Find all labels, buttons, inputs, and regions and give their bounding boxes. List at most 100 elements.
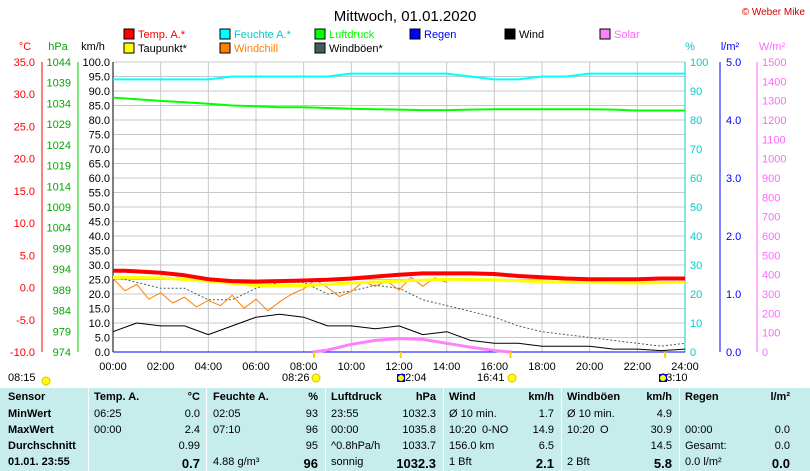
humidity-tick: 0 bbox=[690, 347, 696, 359]
x-tick-label: 16:00 bbox=[481, 361, 509, 373]
legend-swatch bbox=[409, 28, 421, 40]
wind-tick: 50.0 bbox=[89, 202, 110, 214]
header-pressure: Luftdruck bbox=[331, 391, 382, 403]
humidity-tick: 20 bbox=[690, 289, 702, 301]
solar-tick: 300 bbox=[762, 289, 780, 301]
rain-tick: 0.0 bbox=[726, 347, 741, 359]
sun-icon bbox=[41, 376, 51, 386]
table-cell-rain-time: Gesamt: bbox=[685, 440, 727, 452]
pressure-tick: 974 bbox=[53, 347, 71, 359]
humidity-tick: 30 bbox=[690, 260, 702, 272]
table-cell-rain-time: 0.0 l/m² bbox=[685, 456, 722, 468]
series-wind bbox=[112, 313, 686, 352]
table-cell-hum: 93 bbox=[305, 408, 318, 420]
wind-tick: 5.0 bbox=[95, 333, 110, 345]
wind-tick: 65.0 bbox=[89, 159, 110, 171]
legend-label: Feuchte A.* bbox=[234, 29, 292, 41]
humidity-unit: % bbox=[685, 41, 695, 53]
moon-icon-glyph bbox=[660, 375, 666, 381]
table-cell-temp: 2.4 bbox=[184, 424, 200, 436]
table-separator bbox=[561, 388, 562, 471]
legend-swatch bbox=[123, 28, 135, 40]
temp-tick: 35.0 bbox=[14, 57, 35, 69]
solar-tick: 200 bbox=[762, 308, 780, 320]
table-header-row: Sensor Temp. A. °C Feuchte A. % Luftdruc… bbox=[0, 390, 810, 406]
sun-marker-label: 08:26 bbox=[282, 372, 310, 384]
wind-tick: 75.0 bbox=[89, 130, 110, 142]
wind-tick: 35.0 bbox=[89, 246, 110, 258]
pressure-tick: 989 bbox=[53, 285, 71, 297]
solar-tick: 100 bbox=[762, 328, 780, 340]
solar-tick: 1400 bbox=[762, 76, 786, 88]
table-cell-gust: 14.5 bbox=[650, 440, 672, 452]
header-gust-unit: km/h bbox=[646, 391, 672, 403]
table-cell-rain: 0.0 bbox=[771, 456, 790, 471]
x-tick-label: 22:00 bbox=[624, 361, 652, 373]
table-cell-wind-dir: 0-NO bbox=[482, 424, 509, 436]
table-cell-gust-desc: Ø 10 min. bbox=[567, 408, 615, 420]
x-tick-label: 04:00 bbox=[195, 361, 223, 373]
header-temp-unit: °C bbox=[187, 391, 200, 403]
sun-markers: 08:15 08:26 12:04 16:41 23:10 bbox=[8, 352, 688, 386]
pressure-tick: 979 bbox=[53, 326, 71, 338]
x-tick-label: 02:00 bbox=[147, 361, 175, 373]
rain-tick: 3.0 bbox=[726, 173, 741, 185]
plot-area bbox=[112, 72, 686, 354]
legend-swatch bbox=[123, 42, 135, 54]
table-cell-hum-time: 4.88 g/m³ bbox=[213, 456, 260, 468]
humidity-tick: 80 bbox=[690, 115, 702, 127]
x-tick-label: 00:00 bbox=[99, 361, 127, 373]
series-feuchte-a bbox=[113, 72, 685, 81]
table-cell-gust-desc: 10:20 bbox=[567, 424, 595, 436]
x-tick-label: 18:00 bbox=[528, 361, 556, 373]
legend-swatch bbox=[219, 28, 231, 40]
wind-tick: 45.0 bbox=[89, 217, 110, 229]
table-cell-hum: 96 bbox=[305, 424, 318, 436]
pressure-tick: 1019 bbox=[47, 161, 71, 173]
table-cell-label: Durchschnitt bbox=[8, 440, 76, 452]
grid bbox=[41, 61, 758, 353]
temp-tick: 10.0 bbox=[14, 218, 35, 230]
wind-tick: 30.0 bbox=[89, 260, 110, 272]
rain-tick: 5.0 bbox=[726, 57, 741, 69]
table-cell-press: 1033.7 bbox=[402, 440, 436, 452]
table-cell-rain-time: 00:00 bbox=[685, 424, 713, 436]
wind-tick: 40.0 bbox=[89, 231, 110, 243]
solar-tick: 1000 bbox=[762, 154, 786, 166]
x-tick-label: 20:00 bbox=[576, 361, 604, 373]
header-sensor: Sensor bbox=[8, 391, 46, 403]
table-row: 01.01. 23:55 0.7 4.88 g/m³ 96 sonnig 1032.3 1 … bbox=[0, 455, 810, 471]
legend-swatch bbox=[599, 28, 611, 40]
x-tick-label: 24:00 bbox=[671, 361, 699, 373]
wind-tick: 15.0 bbox=[89, 304, 110, 316]
table-cell-wind-desc: 156.0 km bbox=[449, 440, 495, 452]
pressure-tick: 1014 bbox=[47, 181, 71, 193]
solar-tick: 1100 bbox=[762, 134, 786, 146]
table-cell-gust-dir: O bbox=[600, 424, 609, 436]
humidity-tick: 90 bbox=[690, 86, 702, 98]
moon-icon-glyph bbox=[398, 375, 404, 381]
legend-label: Taupunkt* bbox=[138, 43, 188, 55]
table-separator bbox=[206, 388, 207, 471]
wind-tick: 85.0 bbox=[89, 101, 110, 113]
pressure-tick: 1044 bbox=[47, 57, 71, 69]
copyright-label: © Weber Mike bbox=[742, 7, 806, 18]
x-tick-label: 08:00 bbox=[290, 361, 318, 373]
table-row: MaxWert 00:00 2.4 07:10 96 00:00 1035.8 10:20 0-… bbox=[0, 423, 810, 439]
wind-tick: 60.0 bbox=[89, 173, 110, 185]
solar-tick: 600 bbox=[762, 231, 780, 243]
table-separator bbox=[88, 388, 89, 471]
x-tick-label: 14:00 bbox=[433, 361, 461, 373]
temp-tick: 0.0 bbox=[20, 283, 35, 295]
header-wind-unit: km/h bbox=[528, 391, 554, 403]
pressure-tick: 994 bbox=[53, 264, 71, 276]
table-cell-press-time: 00:00 bbox=[331, 424, 359, 436]
wind-tick: 70.0 bbox=[89, 144, 110, 156]
legend-label: Temp. A.* bbox=[138, 29, 186, 41]
table-cell-rain: 0.0 bbox=[774, 440, 790, 452]
humidity-tick: 60 bbox=[690, 173, 702, 185]
header-gust: Windböen bbox=[567, 391, 621, 403]
table-cell-wind-desc: 10:20 bbox=[449, 424, 477, 436]
table-cell-press-time: 23:55 bbox=[331, 408, 359, 420]
legend-label: Windchill bbox=[234, 43, 278, 55]
